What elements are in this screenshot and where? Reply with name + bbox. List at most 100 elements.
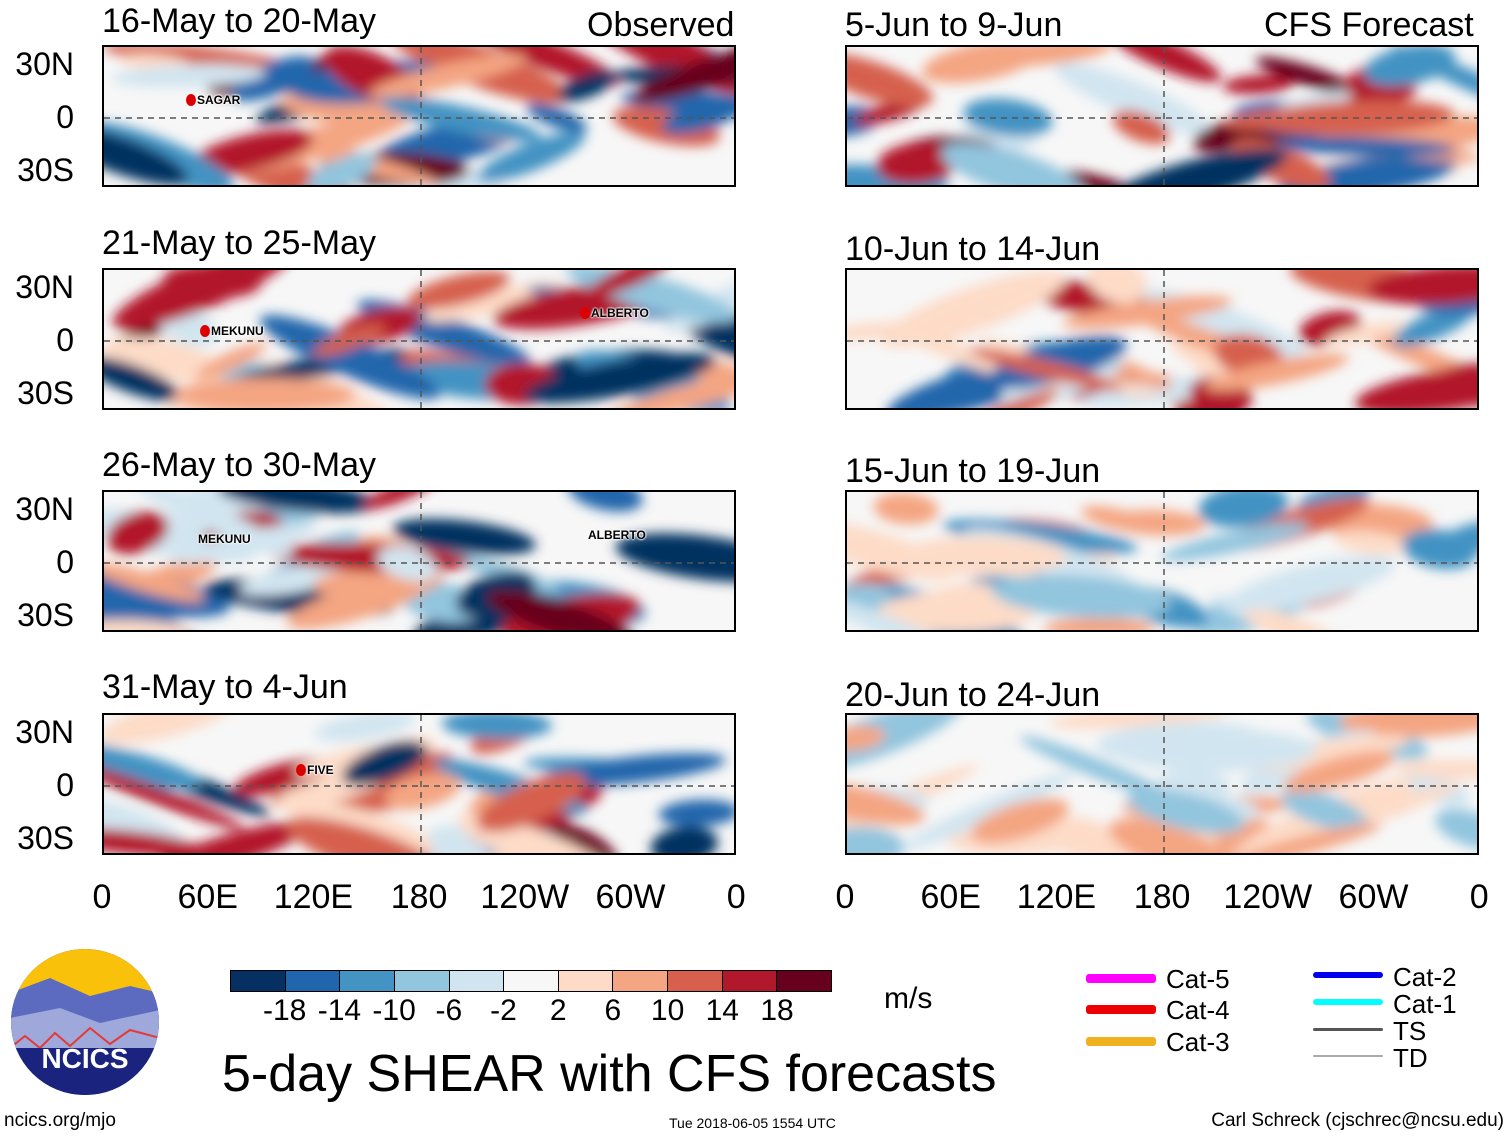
shear-map-panel <box>845 268 1479 410</box>
shear-field-blob <box>342 741 427 786</box>
shear-field-blob <box>1043 617 1155 630</box>
lon-label: 180 <box>1133 878 1191 916</box>
legend-label: Cat-4 <box>1166 995 1230 1025</box>
legend-line-cat-1 <box>1313 999 1383 1005</box>
shear-field-blob <box>1402 528 1477 570</box>
shear-field-blob <box>392 518 536 555</box>
shear-field-blob <box>1204 353 1349 392</box>
colorbar-tick-label: 14 <box>705 994 739 1027</box>
footer-author: Carl Schreck (cjschrec@ncsu.edu) <box>1211 1110 1504 1131</box>
storm-name: MEKUNU <box>198 532 251 546</box>
lon-label: 60W <box>595 878 666 916</box>
storm-marker-icon <box>186 94 196 106</box>
lat-label: 30N <box>15 491 74 527</box>
shear-field-blob <box>1324 320 1405 346</box>
shear-field-blob <box>1198 492 1289 528</box>
storm-track-label: ALBERTO <box>588 528 646 542</box>
colorbar-units: m/s <box>884 982 933 1015</box>
shear-field-blob <box>286 573 435 630</box>
shear-field-blob <box>987 336 1127 389</box>
lon-label: 120W <box>1223 878 1313 916</box>
colorbar-swatch <box>449 971 505 991</box>
shear-field-blob <box>847 725 886 752</box>
shear-field-blob <box>384 773 461 810</box>
legend-line-td <box>1313 1055 1383 1057</box>
shear-field-blob <box>662 97 734 134</box>
shear-field-blob <box>876 142 957 185</box>
shear-field-blob <box>523 352 716 404</box>
storm-track-label: FIVE <box>296 763 334 777</box>
shear-field-blob <box>407 271 510 310</box>
lon-label: 120E <box>1016 878 1097 916</box>
legend-label: Cat-2 <box>1393 962 1457 992</box>
lon-label: 60W <box>1338 878 1409 916</box>
lat-label: 30S <box>17 375 74 411</box>
lon-label: 120E <box>273 878 354 916</box>
shear-map-panel: MEKUNU ALBERTO <box>102 268 736 410</box>
shear-field-blob <box>973 389 1059 408</box>
shear-field-blob <box>1283 751 1395 793</box>
lat-label: 30S <box>17 597 74 633</box>
shear-field-blob <box>104 562 205 602</box>
panel-title: 31-May to 4-Jun <box>102 668 348 706</box>
lon-label: 0 <box>726 878 746 916</box>
shear-field-blob <box>658 799 734 827</box>
logo-text: NCICS <box>41 1043 129 1074</box>
shear-field-blob <box>377 546 438 582</box>
storm-name: ALBERTO <box>591 306 649 320</box>
legend-label: Cat-5 <box>1166 964 1230 994</box>
shear-field-blob <box>1108 818 1238 853</box>
legend-label: TD <box>1393 1043 1428 1073</box>
panel-title: 20-Jun to 24-Jun <box>845 676 1101 714</box>
shear-field-blob <box>1339 715 1477 738</box>
shear-field-blob <box>106 511 169 555</box>
colorbar-swatch <box>231 971 286 991</box>
shear-field-blob <box>441 715 552 740</box>
footer-url: ncics.org/mjo <box>4 1110 116 1131</box>
shear-field-blob <box>1019 735 1177 802</box>
storm-name: FIVE <box>307 763 334 777</box>
shear-field-blob <box>305 153 377 185</box>
shear-field-blob <box>1392 305 1475 347</box>
panel-title: 10-Jun to 14-Jun <box>845 230 1101 268</box>
shear-field-blob <box>195 342 267 380</box>
colorbar-tick-label: 6 <box>604 994 622 1027</box>
shear-field-blob <box>1105 47 1222 82</box>
shear-field-blob <box>473 47 620 86</box>
shear-field-blob <box>1274 136 1456 157</box>
footer-timestamp: Tue 2018-06-05 1554 UTC <box>669 1115 836 1131</box>
shear-field-blob <box>847 781 925 826</box>
shear-map-panel <box>845 713 1479 855</box>
shear-field-blob <box>1224 108 1329 130</box>
lon-label: 180 <box>390 878 448 916</box>
panel-title: 5-Jun to 9-Jun <box>845 6 1063 44</box>
shear-field-blob <box>1086 270 1147 304</box>
colorbar-tick-label: -6 <box>435 994 463 1027</box>
legend-line-cat-4 <box>1086 1005 1156 1014</box>
shear-field-blob <box>423 825 485 853</box>
shear-field-blob <box>1054 62 1211 135</box>
colorbar-swatch <box>340 971 395 991</box>
shear-field-blob <box>847 826 905 853</box>
storm-name: SAGAR <box>197 93 241 107</box>
shear-field-blob <box>170 523 319 564</box>
shear-field-blob <box>484 840 571 853</box>
shear-field-blob <box>314 715 416 742</box>
shear-field-blob <box>942 519 1138 554</box>
shear-field-blob <box>1297 492 1372 511</box>
colorbar-swatch <box>722 971 778 991</box>
shear-field-blob <box>486 590 635 630</box>
storm-track-label: ALBERTO <box>580 306 649 320</box>
lat-label: 30N <box>15 46 74 82</box>
lon-label: 60E <box>920 878 981 916</box>
colorbar-swatch <box>613 971 669 991</box>
lat-label: 0 <box>56 544 74 580</box>
shear-field-blob <box>104 47 301 74</box>
shear-field-blob <box>133 821 310 853</box>
lat-label: 30S <box>17 152 74 188</box>
storm-marker-icon <box>200 325 210 337</box>
shear-map-panel: MEKUNU ALBERTO <box>102 490 736 632</box>
shear-field-blob <box>112 270 292 330</box>
shear-field-blob <box>847 598 971 630</box>
shear-field-blob <box>650 826 719 853</box>
